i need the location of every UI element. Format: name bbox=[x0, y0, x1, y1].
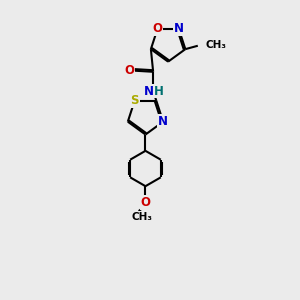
Text: O: O bbox=[152, 22, 163, 35]
Text: CH₃: CH₃ bbox=[205, 40, 226, 50]
Text: N: N bbox=[174, 22, 184, 35]
Text: CH₃: CH₃ bbox=[132, 212, 153, 222]
Text: O: O bbox=[124, 64, 134, 77]
Text: O: O bbox=[140, 196, 151, 209]
Text: S: S bbox=[130, 94, 139, 107]
Text: N: N bbox=[158, 115, 168, 128]
Text: N: N bbox=[144, 85, 154, 98]
Text: H: H bbox=[154, 85, 164, 98]
